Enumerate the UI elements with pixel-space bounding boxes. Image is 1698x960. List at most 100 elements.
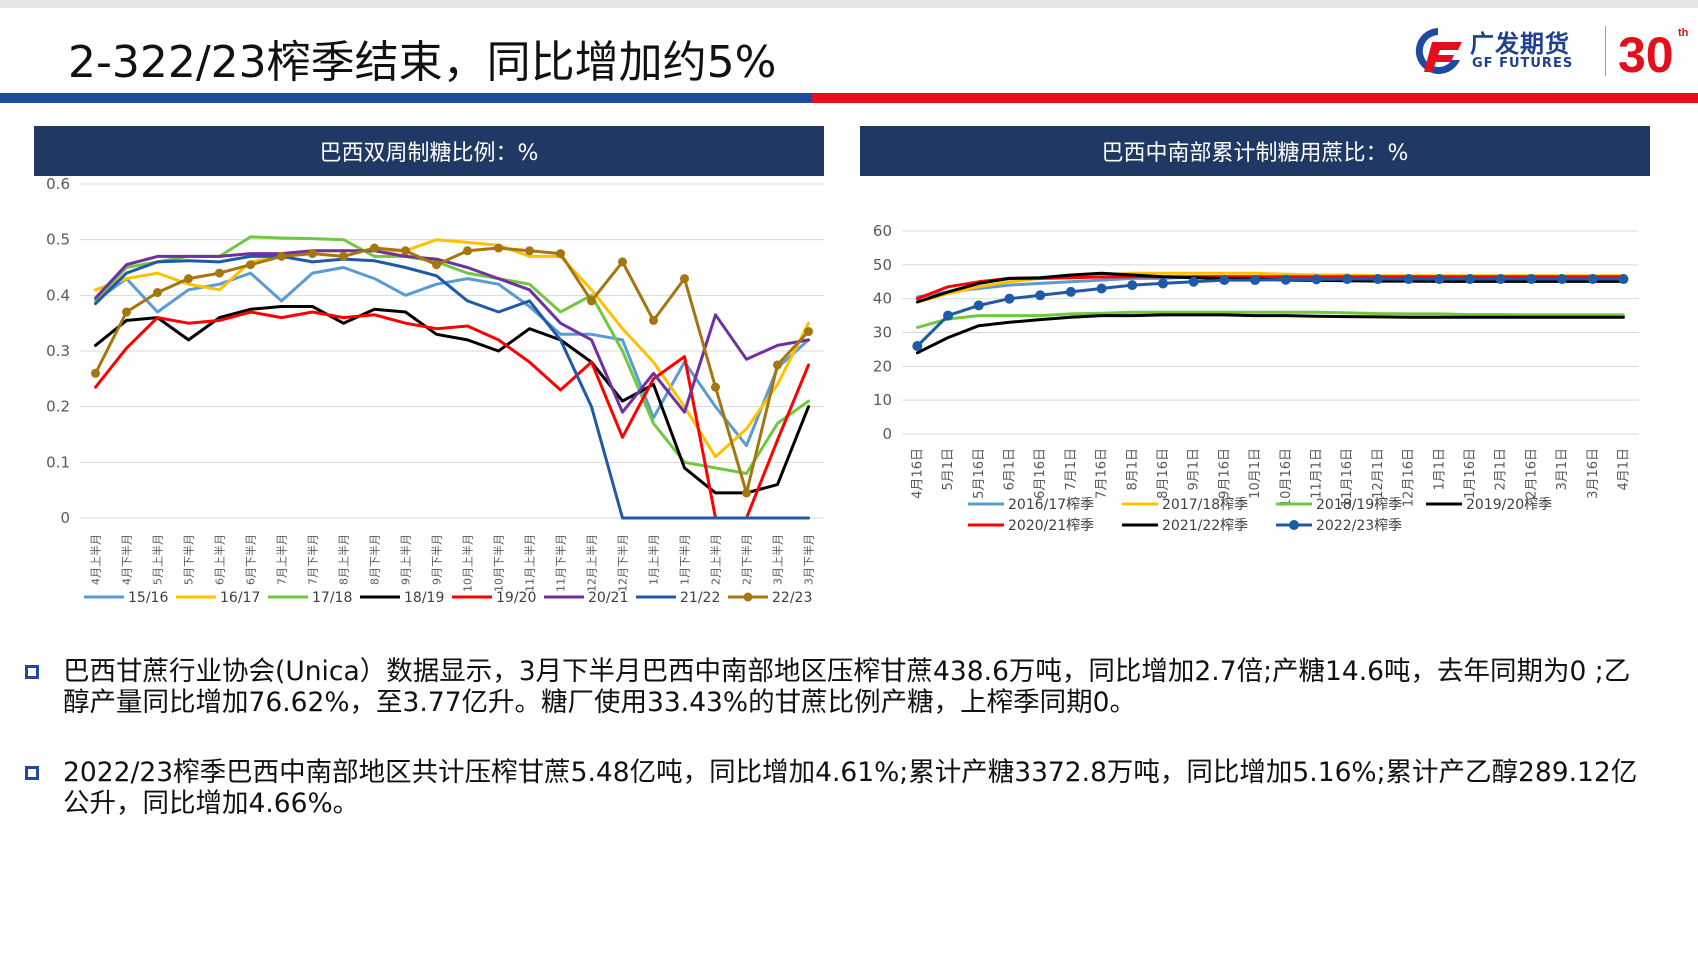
right-x-tick-label: 11月16日 (1340, 448, 1355, 507)
chart-right-title: 巴西中南部累计制糖用蔗比：% (860, 126, 1650, 176)
right-y-tick-label: 0 (882, 425, 892, 443)
left-series-line-5 (94, 249, 810, 414)
left-data-point (91, 368, 100, 378)
left-y-tick-label: 0.2 (46, 398, 70, 416)
left-x-tick-label: 1月上半月 (647, 534, 661, 585)
left-data-point (649, 315, 658, 325)
divider-blue (0, 93, 812, 103)
right-y-tick-label: 60 (873, 222, 892, 240)
right-legend-label: 2022/23榨季 (1316, 517, 1402, 534)
left-data-point (556, 249, 565, 259)
right-series-line-3 (915, 313, 1625, 355)
right-legend-label: 2019/20榨季 (1466, 496, 1552, 513)
right-y-tick-label: 40 (873, 290, 892, 308)
right-data-point (1495, 274, 1506, 285)
right-x-tick-label: 9月1日 (1187, 448, 1202, 491)
left-x-tick-label: 5月下半月 (182, 534, 196, 585)
right-data-point (1311, 274, 1322, 285)
left-data-point (711, 382, 720, 392)
left-data-point (277, 251, 286, 261)
logo-en-text: GF FUTURES (1472, 56, 1574, 71)
bullet-text-2: 2022/23榨季巴西中南部地区共计压榨甘蔗5.48亿吨，同比增加4.61%;累… (63, 757, 1638, 819)
right-data-point (1219, 275, 1230, 286)
left-legend-label: 22/23 (772, 590, 812, 606)
right-data-point (1526, 274, 1537, 285)
anniversary-30-icon: 30 th (1618, 27, 1689, 80)
left-x-tick-label: 2月上半月 (709, 534, 723, 585)
left-x-tick-label: 7月下半月 (306, 534, 320, 585)
right-data-point (1188, 276, 1199, 287)
right-x-tick-label: 3月16日 (1586, 448, 1601, 499)
left-legend-label: 17/18 (312, 590, 352, 606)
bullet-marker-1 (25, 665, 39, 679)
left-x-tick-label: 3月下半月 (802, 534, 816, 585)
right-y-tick-label: 10 (873, 391, 892, 409)
right-data-point (1157, 278, 1168, 289)
right-series-line-2 (915, 310, 1625, 329)
right-data-point (1618, 274, 1629, 285)
right-x-tick-label: 4月16日 (910, 448, 925, 499)
left-x-tick-label: 12月下半月 (616, 534, 630, 592)
right-x-tick-label: 4月1日 (1616, 448, 1631, 491)
left-series-line-0 (94, 266, 810, 448)
cumulative-sugar-mix-chart: 0 10 20 30 40 50 60 4月16日 5月1日 5月16日 6月1日 6月16日 7月1日… (873, 222, 1639, 534)
left-x-tick-label: 1月下半月 (678, 534, 692, 585)
right-legend-label: 2016/17榨季 (1008, 496, 1094, 513)
left-x-tick-label: 12月上半月 (585, 534, 599, 592)
left-legend-label: 18/19 (404, 590, 444, 606)
right-x-tick-label: 10月1日 (1248, 448, 1263, 499)
right-data-point (1127, 280, 1138, 291)
left-x-tick-label: 3月上半月 (771, 534, 785, 585)
right-data-point (973, 300, 984, 311)
svg-text:th: th (1678, 27, 1689, 39)
right-data-point (1342, 274, 1353, 285)
left-data-point (122, 307, 131, 317)
left-x-tick-label: 10月下半月 (492, 534, 506, 592)
left-x-tick-label: 6月下半月 (244, 534, 258, 585)
right-x-tick-label: 6月16日 (1033, 448, 1048, 499)
right-x-tick-label: 6月1日 (1002, 448, 1017, 491)
right-x-tick-label: 1月16日 (1463, 448, 1478, 499)
right-x-tick-label: 7月16日 (1095, 448, 1110, 499)
left-legend-label: 20/21 (588, 590, 628, 606)
logo-divider (1605, 26, 1606, 76)
right-legend-label: 2018/19榨季 (1316, 496, 1402, 513)
right-x-tick-label: 2月1日 (1494, 448, 1509, 491)
left-data-point (308, 249, 317, 259)
left-data-point (525, 246, 534, 256)
right-x-tick-label: 3月1日 (1555, 448, 1570, 491)
left-x-tick-label: 5月上半月 (151, 534, 165, 585)
left-y-tick-label: 0.6 (46, 176, 70, 193)
left-data-point (370, 243, 379, 253)
right-legend-label: 2020/21榨季 (1008, 517, 1094, 534)
right-data-point (1557, 274, 1568, 285)
left-data-point (618, 257, 627, 267)
left-legend-label: 16/17 (220, 590, 260, 606)
right-series-line-6 (915, 277, 1625, 348)
left-data-point (432, 260, 441, 270)
right-x-tick-label: 5月16日 (972, 448, 987, 499)
right-data-point (1587, 274, 1598, 285)
left-data-point (680, 274, 689, 284)
left-y-tick-label: 0 (60, 509, 70, 527)
page-title: 2-322/23榨季结束，同比增加约5% (68, 37, 777, 88)
left-y-tick-label: 0.4 (46, 286, 70, 304)
right-data-point (943, 310, 954, 321)
right-x-tick-label: 8月1日 (1125, 448, 1140, 491)
right-x-tick-label: 1月1日 (1432, 448, 1447, 491)
left-series-line-6 (94, 254, 810, 520)
left-data-point (804, 327, 813, 337)
right-y-tick-label: 30 (873, 324, 892, 342)
divider-red (812, 93, 1698, 103)
left-series-line-1 (94, 238, 810, 459)
right-y-tick-label: 20 (873, 357, 892, 375)
right-data-point (1434, 274, 1445, 285)
left-x-tick-label: 10月上半月 (461, 534, 475, 592)
left-x-tick-label: 11月下半月 (554, 534, 568, 592)
right-legend-label: 2017/18榨季 (1162, 496, 1248, 513)
right-data-point (1065, 286, 1076, 297)
left-data-point (339, 251, 348, 261)
left-x-tick-label: 4月下半月 (120, 534, 134, 585)
left-x-tick-label: 8月下半月 (368, 534, 382, 585)
sugar-ratio-biweekly-chart: 0 0.1 0.2 0.3 0.4 0.5 0.6 4月上半月 4月下半月 5月上半月 5月下半月 6… (46, 176, 824, 606)
